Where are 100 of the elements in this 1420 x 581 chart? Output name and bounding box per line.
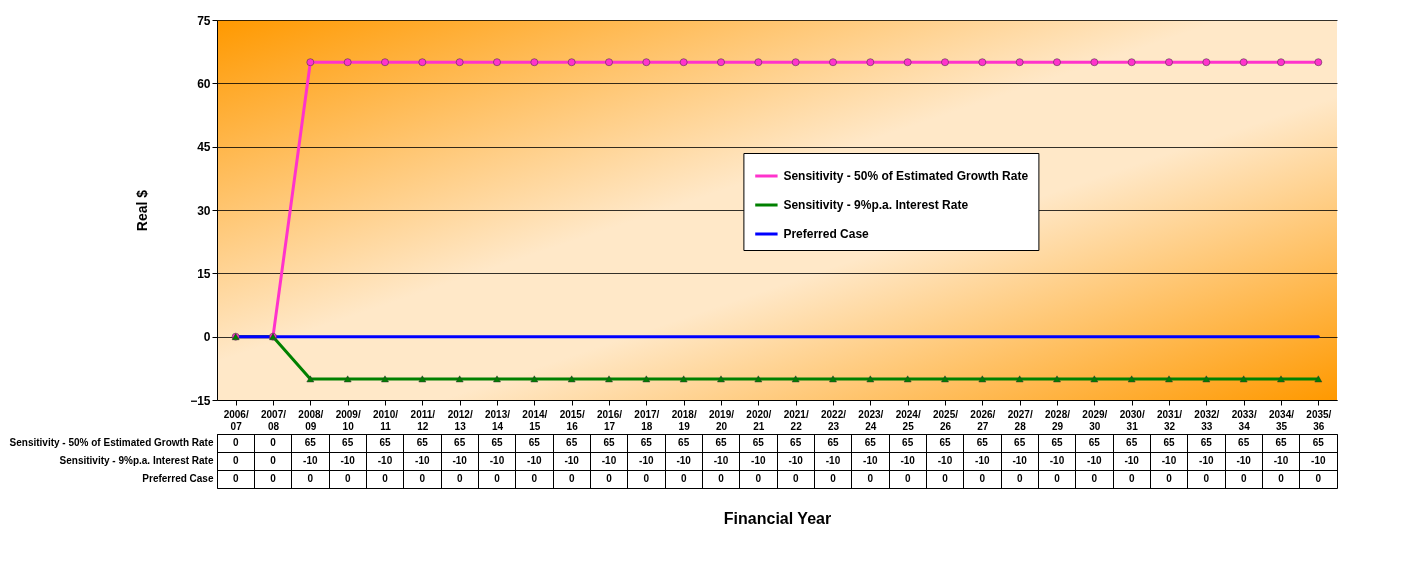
x-tick-label: 2030/31 [1119, 408, 1145, 432]
x-tick-label: 2015/16 [559, 408, 585, 432]
data-label: -10 [676, 455, 692, 466]
data-label: 0 [307, 473, 314, 484]
data-label: 65 [1051, 437, 1063, 448]
data-label: 0 [718, 473, 725, 484]
data-label: 0 [232, 473, 239, 484]
data-label: 0 [979, 473, 986, 484]
data-label: 0 [792, 473, 799, 484]
data-label: -10 [1311, 455, 1326, 466]
y-axis-title: Real $ [134, 189, 151, 232]
data-label: 0 [456, 473, 463, 484]
data-label: -10 [900, 455, 916, 466]
data-label: 0 [680, 473, 687, 484]
text: Preferred Case [142, 473, 214, 484]
data-label: -10 [825, 455, 841, 466]
data-label: 65 [1088, 437, 1101, 448]
data-label: -10 [601, 455, 617, 466]
data-label: 0 [1054, 473, 1061, 484]
data-label: -10 [788, 455, 804, 466]
x-tick-label: 2018/19 [671, 408, 697, 432]
data-label: 65 [528, 437, 541, 448]
x-tick-label: 2006/07 [223, 408, 249, 432]
y-tick-label: −15 [190, 393, 211, 408]
x-tick-label: 2022/23 [820, 408, 847, 432]
data-label: -10 [489, 455, 505, 466]
data-label: 0 [606, 473, 613, 484]
data-label: -10 [377, 455, 393, 466]
data-label: 0 [904, 473, 911, 484]
text: Sensitivity - 9%p.a. Interest Rate [59, 455, 214, 466]
y-tick-label: 0 [203, 330, 211, 345]
data-label: -10 [1199, 455, 1214, 466]
data-label: 0 [1203, 473, 1210, 484]
x-tick-label: 2007/08 [260, 408, 287, 432]
data-label: 65 [939, 437, 951, 448]
data-label: 65 [976, 437, 989, 448]
data-label: 65 [902, 437, 914, 448]
data-label: -10 [751, 455, 766, 466]
data-label: 0 [643, 473, 650, 484]
x-tick-label: 2028/29 [1044, 408, 1071, 432]
data-label: 65 [1200, 437, 1213, 448]
y-tick-label: 30 [197, 203, 211, 218]
data-label: 0 [1016, 473, 1023, 484]
data-label: 0 [419, 473, 426, 484]
data-label: 65 [864, 437, 877, 448]
x-tick-label: 2012/13 [447, 408, 473, 432]
x-tick-label: 2020/21 [746, 408, 772, 432]
x-tick-label: 2021/22 [783, 408, 809, 432]
data-label: 65 [827, 437, 839, 448]
x-tick-label: 2029/30 [1082, 408, 1108, 432]
data-label: 0 [382, 473, 389, 484]
data-label: 65 [603, 437, 615, 448]
data-label: 65 [1014, 437, 1026, 448]
data-label: 0 [494, 473, 501, 484]
x-tick-label: 2024/25 [895, 408, 921, 432]
data-label: 65 [1312, 437, 1325, 448]
data-label: 65 [304, 437, 317, 448]
x-tick-label: 2013/14 [484, 408, 511, 432]
data-label: 0 [232, 437, 239, 448]
data-label: -10 [863, 455, 878, 466]
legend-label: Sensitivity - 50% of Estimated Growth Rate [783, 169, 1029, 183]
data-label: 0 [270, 437, 277, 448]
data-label: -10 [1087, 455, 1102, 466]
x-tick-label: 2031/32 [1156, 408, 1183, 432]
y-tick-label: 60 [197, 76, 211, 91]
data-label: 0 [1128, 473, 1135, 484]
data-label: 65 [640, 437, 653, 448]
data-label: -10 [340, 455, 356, 466]
data-label: 65 [566, 437, 578, 448]
data-label: 65 [342, 437, 354, 448]
data-label: -10 [713, 455, 729, 466]
data-label: -10 [937, 455, 953, 466]
x-tick-label: 2019/20 [708, 408, 735, 432]
data-label: 65 [715, 437, 727, 448]
data-label: 0 [568, 473, 575, 484]
data-label: 0 [344, 473, 351, 484]
x-tick-label: 2025/26 [932, 408, 959, 432]
x-tick-label: 2032/33 [1194, 408, 1220, 432]
data-label: -10 [527, 455, 542, 466]
data-label: 65 [454, 437, 466, 448]
x-tick-label: 2026/27 [970, 408, 996, 432]
data-label: 0 [531, 473, 538, 484]
data-label: 0 [1278, 473, 1285, 484]
data-label: 0 [830, 473, 837, 484]
x-tick-label: 2035/36 [1306, 408, 1332, 432]
data-label: 65 [790, 437, 802, 448]
data-label: -10 [1273, 455, 1289, 466]
y-tick-label: 45 [197, 140, 211, 155]
data-label: 0 [1166, 473, 1173, 484]
data-label: 0 [232, 455, 239, 466]
data-label: 0 [1315, 473, 1322, 484]
data-label: -10 [452, 455, 468, 466]
data-label: 65 [379, 437, 391, 448]
data-label: 0 [1240, 473, 1247, 484]
data-label: -10 [415, 455, 430, 466]
data-label: 65 [1275, 437, 1287, 448]
x-tick-label: 2008/09 [298, 408, 324, 432]
x-tick-label: 2033/34 [1231, 408, 1257, 432]
legend-label: Preferred Case [783, 227, 870, 241]
data-label: -10 [564, 455, 580, 466]
